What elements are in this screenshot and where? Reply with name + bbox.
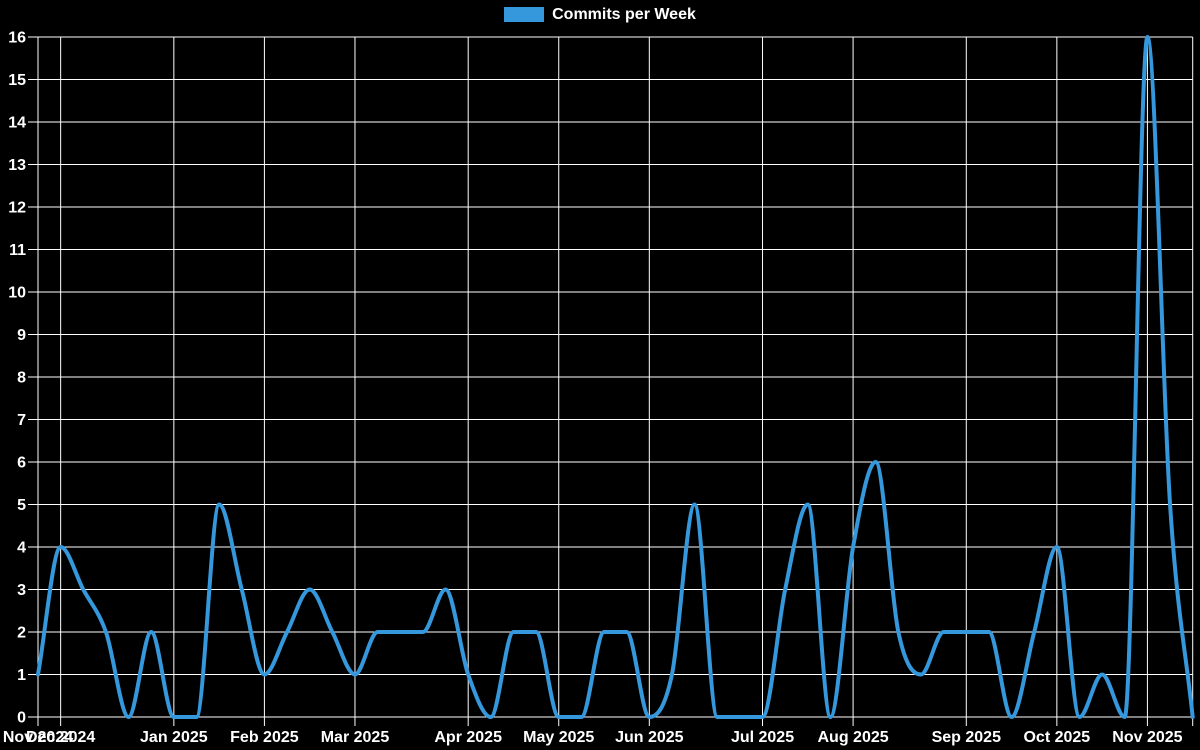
y-tick-label: 5 <box>17 497 26 514</box>
x-tick-label: Apr 2025 <box>434 729 502 746</box>
x-tick-label: Sep 2025 <box>932 729 1001 746</box>
x-tick-label: Nov 2025 <box>1112 729 1182 746</box>
x-tick-label: Jul 2025 <box>731 729 794 746</box>
legend-swatch <box>504 7 545 22</box>
y-tick-label: 2 <box>17 625 26 642</box>
legend-label: Commits per Week <box>552 6 696 23</box>
x-tick-label: Jun 2025 <box>615 729 684 746</box>
y-tick-label: 8 <box>17 370 26 387</box>
y-tick-label: 14 <box>8 115 26 132</box>
x-tick-label: Feb 2025 <box>230 729 299 746</box>
y-tick-label: 1 <box>17 667 26 684</box>
y-tick-label: 3 <box>17 582 26 599</box>
y-tick-label: 12 <box>8 200 26 217</box>
y-tick-label: 4 <box>17 540 26 557</box>
commits-line[interactable] <box>36 35 1195 720</box>
y-tick-label: 15 <box>8 72 26 89</box>
y-tick-label: 0 <box>17 710 26 727</box>
y-tick-label: 11 <box>9 242 26 259</box>
x-tick-label: Dec 2024 <box>26 729 95 746</box>
legend-item-commits[interactable]: Commits per Week <box>0 6 1200 23</box>
x-tick-label: Mar 2025 <box>321 729 390 746</box>
y-tick-label: 10 <box>8 285 26 302</box>
y-tick-label: 13 <box>8 157 26 174</box>
axis-tick-marks <box>37 717 1194 726</box>
x-tick-label: Aug 2025 <box>818 729 889 746</box>
x-tick-label: Jan 2025 <box>140 729 208 746</box>
x-tick-label: May 2025 <box>523 729 594 746</box>
x-tick-label: Oct 2025 <box>1023 729 1090 746</box>
y-tick-label: 7 <box>17 412 26 429</box>
x-tick-label: Nov 2024 <box>3 729 73 746</box>
y-tick-label: 16 <box>8 30 26 47</box>
y-tick-label: 6 <box>17 455 26 472</box>
vertical-gridlines <box>37 37 1194 717</box>
y-tick-label: 9 <box>17 327 26 344</box>
horizontal-gridlines <box>28 36 1193 718</box>
